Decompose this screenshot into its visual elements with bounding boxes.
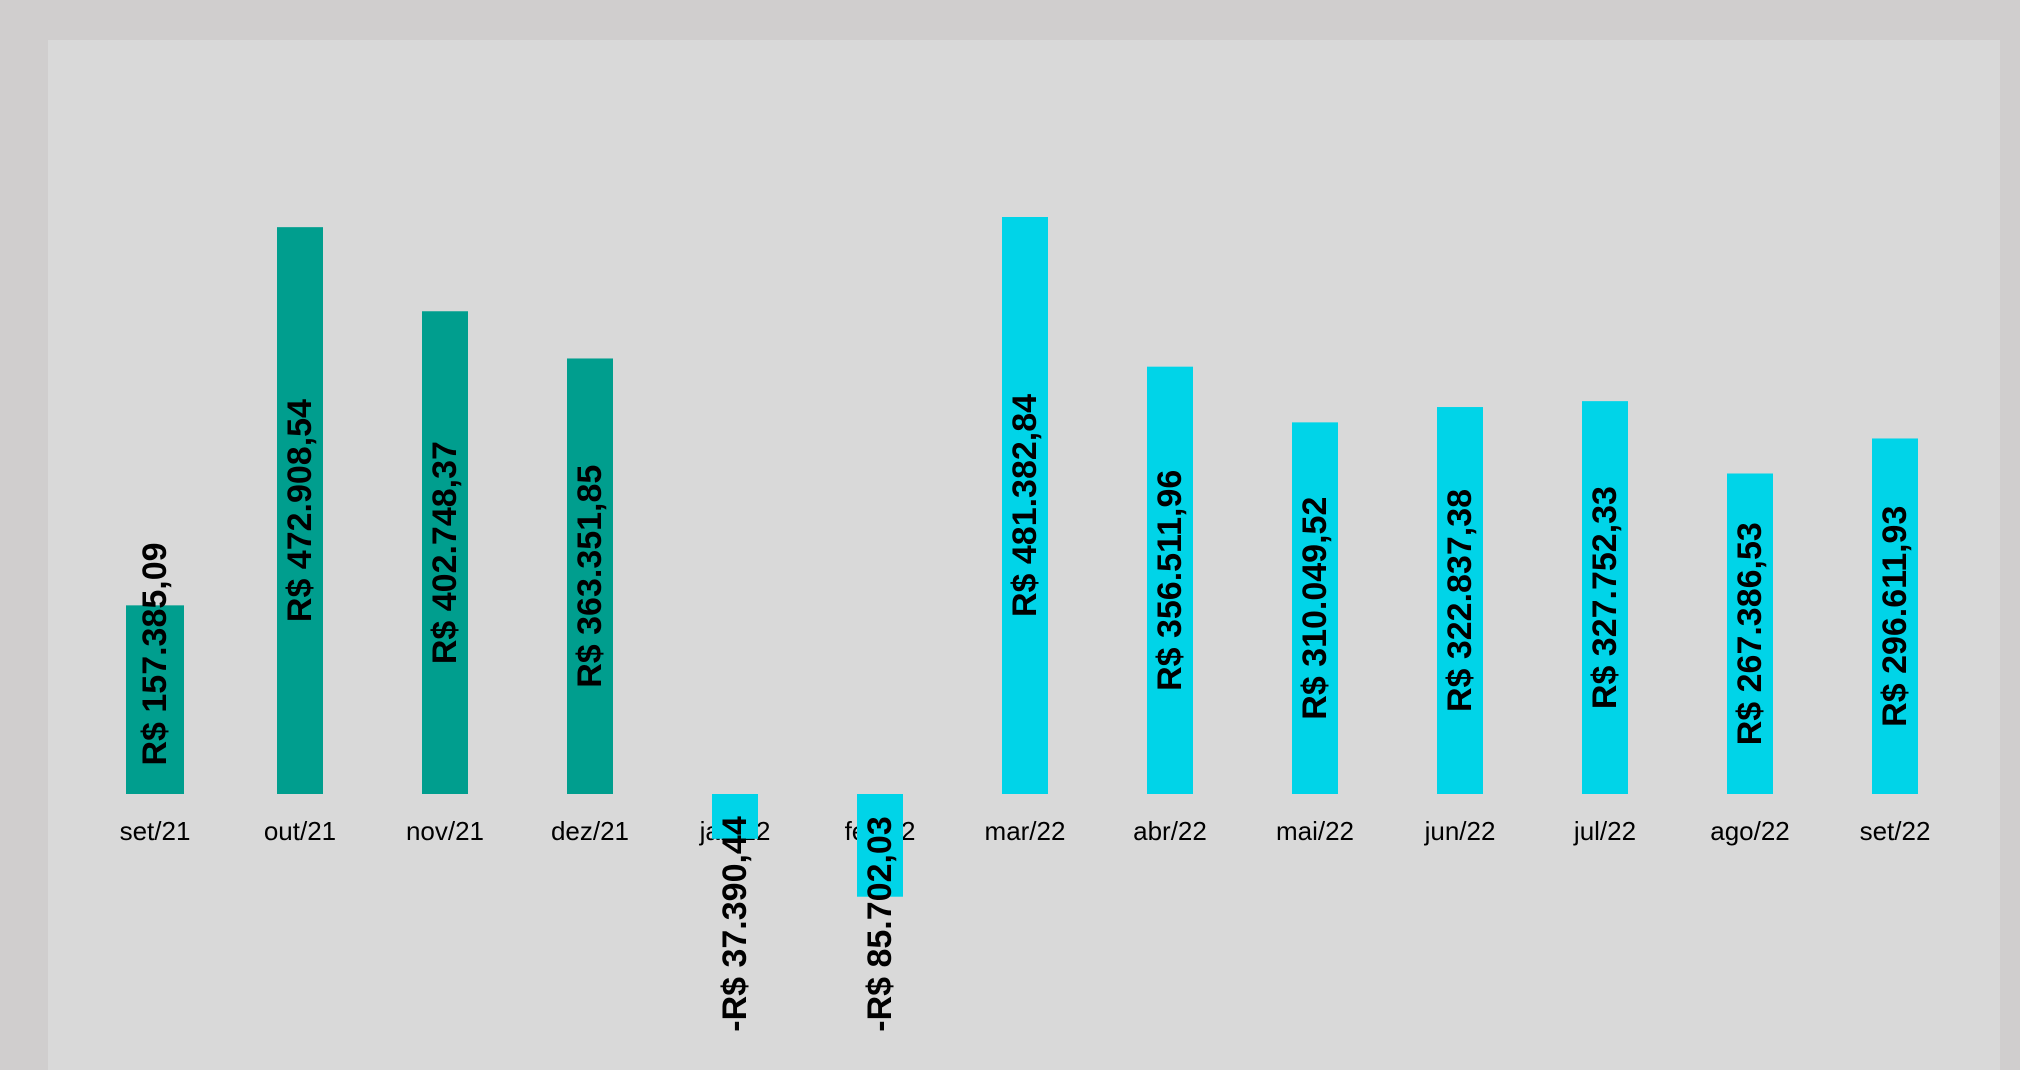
- x-tick-label: set/22: [1860, 816, 1931, 846]
- bar: [277, 227, 323, 795]
- x-tick-label: jun/22: [1424, 816, 1496, 846]
- bar: [1002, 217, 1048, 794]
- data-label: R$ 322.837,38: [1441, 489, 1479, 712]
- bar: [567, 358, 613, 794]
- x-tick-label: mai/22: [1276, 816, 1354, 846]
- data-label: R$ 157.385,09: [136, 542, 174, 765]
- data-label: R$ 481.382,84: [1006, 394, 1044, 617]
- data-label: R$ 267.386,53: [1731, 522, 1769, 745]
- data-label: R$ 356.511,96: [1151, 470, 1189, 691]
- x-tick-label: jul/22: [1573, 816, 1636, 846]
- bar: [126, 605, 184, 794]
- bar: [1727, 473, 1773, 794]
- x-tick-label: set/21: [120, 816, 191, 846]
- data-label: R$ 402.748,37: [426, 441, 464, 664]
- data-label: -R$ 37.390,44: [716, 816, 754, 1032]
- data-label: R$ 327.752,33: [1586, 486, 1624, 709]
- data-label: -R$ 85.702,03: [861, 816, 899, 1032]
- bar: [422, 311, 468, 794]
- bar: [1147, 366, 1193, 794]
- x-tick-label: out/21: [264, 816, 336, 846]
- x-tick-label: nov/21: [406, 816, 484, 846]
- data-label: R$ 296.611,93: [1876, 506, 1914, 727]
- data-label: R$ 363.351,85: [571, 465, 609, 688]
- bar: [857, 794, 903, 897]
- x-tick-label: abr/22: [1133, 816, 1207, 846]
- bar: [1872, 438, 1918, 794]
- bar: [712, 794, 758, 839]
- data-label: R$ 472.908,54: [281, 399, 319, 622]
- x-tick-label: ago/22: [1710, 816, 1790, 846]
- x-tick-label: mar/22: [985, 816, 1066, 846]
- bar: [1437, 407, 1483, 794]
- bar: [1292, 422, 1338, 794]
- bar: [1582, 401, 1628, 794]
- data-label: R$ 310.049,52: [1296, 497, 1334, 720]
- x-tick-label: dez/21: [551, 816, 629, 846]
